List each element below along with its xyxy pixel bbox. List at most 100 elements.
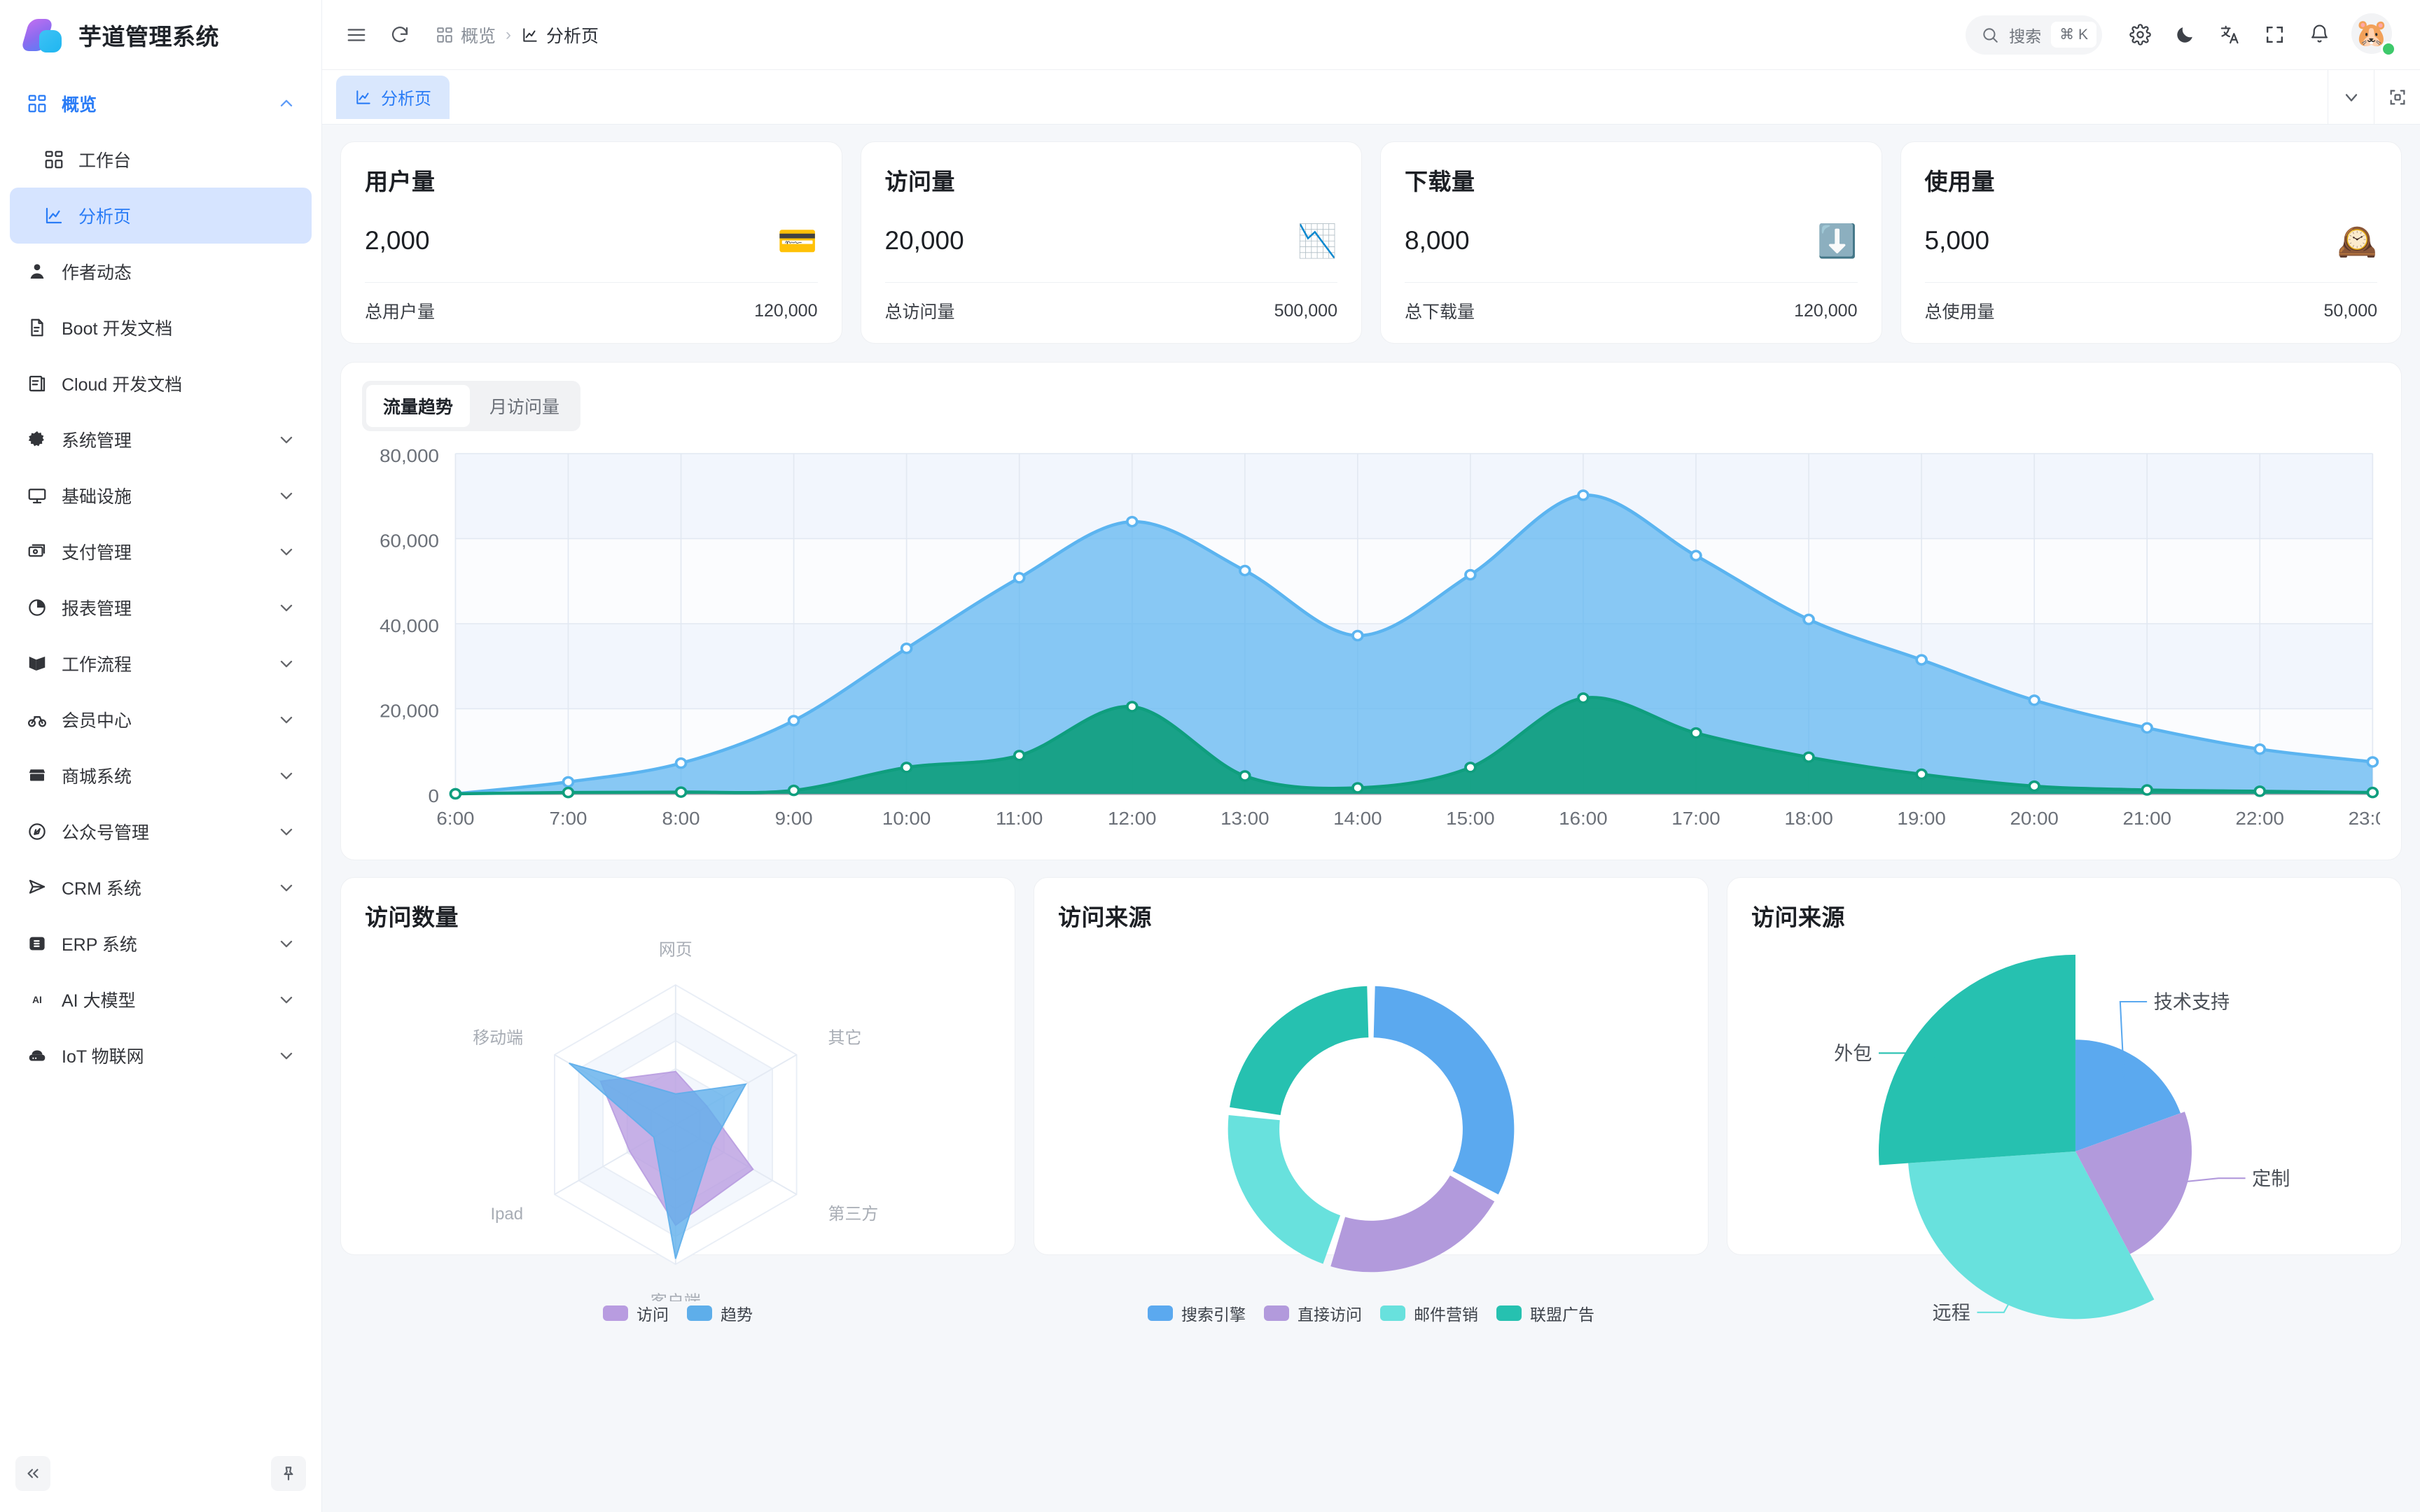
legend-item[interactable]: 趋势 xyxy=(687,1301,753,1325)
sidebar-item-6[interactable]: 系统管理 xyxy=(10,412,312,468)
svg-text:15:00: 15:00 xyxy=(1446,808,1494,829)
visit-source-donut-card: 访问来源 搜索引擎 直接访问 邮件营销 联盟广告 xyxy=(1034,877,1709,1324)
trend-tab-monthly[interactable]: 月访问量 xyxy=(489,398,560,417)
sidebar-item-1[interactable]: 工作台 xyxy=(10,132,312,188)
sidebar-item-11[interactable]: 会员中心 xyxy=(10,692,312,748)
expand-icon[interactable] xyxy=(2374,69,2420,125)
pie-slice-2[interactable] xyxy=(1908,1151,2155,1320)
traffic-trend-chart[interactable]: 0 20,000 40,000 60,000 80,000 6:00 7:00 8:00 9:0… xyxy=(362,444,2380,850)
legend-item[interactable]: 直接访问 xyxy=(1264,1301,1362,1325)
legend-item[interactable]: 联盟广告 xyxy=(1496,1301,1594,1325)
donut-slice-2[interactable] xyxy=(1228,1115,1341,1264)
donut-slice-3[interactable] xyxy=(1230,986,1369,1115)
svg-text:12:00: 12:00 xyxy=(1108,808,1156,829)
svg-text:移动端: 移动端 xyxy=(473,1028,523,1047)
breadcrumb-item-overview[interactable]: 概览 xyxy=(436,22,496,48)
gear-icon[interactable] xyxy=(2120,15,2160,55)
svg-text:网页: 网页 xyxy=(659,941,693,960)
sidebar-item-5[interactable]: Cloud 开发文档 xyxy=(10,356,312,412)
gear-icon xyxy=(25,428,49,451)
pie-slice-1[interactable] xyxy=(2075,1112,2192,1254)
pie-label: 定制 xyxy=(2252,1168,2290,1189)
chevron-up-icon[interactable] xyxy=(277,94,296,113)
breadcrumb-separator: › xyxy=(506,24,512,44)
moon-icon[interactable] xyxy=(2165,15,2204,55)
main-area: 概览 › 分析页 搜索 ⌘ K xyxy=(322,0,2420,1512)
sidebar-item-7[interactable]: 基础设施 xyxy=(10,468,312,524)
sidebar-item-15[interactable]: ERP 系统 xyxy=(10,916,312,972)
traffic-trend-card: 流量趋势 月访问量 0 20,000 40,000 60,000 80,000 6:00 7… xyxy=(340,362,2402,860)
chevron-down-icon[interactable] xyxy=(277,878,296,897)
stat-title: 访问量 xyxy=(884,169,955,195)
breadcrumb-item-analysis[interactable]: 分析页 xyxy=(521,22,599,48)
chevron-down-icon[interactable] xyxy=(277,1046,296,1065)
stat-value: 2,000 xyxy=(365,226,430,255)
sidebar-item-4[interactable]: Boot 开发文档 xyxy=(10,300,312,356)
chevron-down-icon[interactable] xyxy=(277,934,296,953)
pie-slice-3[interactable] xyxy=(1878,954,2075,1166)
divider xyxy=(1405,282,1858,283)
search-input[interactable]: 搜索 ⌘ K xyxy=(1966,15,2102,55)
brand[interactable]: 芋道管理系统 xyxy=(0,0,321,70)
sidebar-menu: 概览 工作台 分析页 作者动态 Boot 开发文档 Cloud 开发文档 系统管理 基础设施支… xyxy=(0,70,321,1435)
svg-text:40,000: 40,000 xyxy=(380,616,439,636)
tab-analysis[interactable]: 分析页 xyxy=(336,75,450,119)
donut-slice-0[interactable] xyxy=(1373,986,1515,1195)
hamburger-icon[interactable] xyxy=(340,19,373,51)
tab-label: 分析页 xyxy=(381,90,431,108)
chevron-down-icon[interactable] xyxy=(277,654,296,673)
pie-label: 远程 xyxy=(1933,1301,1970,1323)
chart-icon xyxy=(356,90,370,104)
sidebar-item-0[interactable]: 概览 xyxy=(10,76,312,132)
refresh-icon[interactable] xyxy=(384,19,416,51)
sidebar-item-2[interactable]: 分析页 xyxy=(10,188,312,244)
svg-text:AI: AI xyxy=(32,995,42,1005)
sidebar-item-12[interactable]: 商城系统 xyxy=(10,748,312,804)
chevron-down-icon[interactable] xyxy=(277,430,296,449)
avatar[interactable]: 🐹 xyxy=(2351,13,2396,57)
svg-text:8:00: 8:00 xyxy=(662,808,700,829)
svg-text:17:00: 17:00 xyxy=(1671,808,1720,829)
chevron-down-icon[interactable] xyxy=(277,542,296,561)
chevron-down-icon[interactable] xyxy=(277,990,296,1009)
sidebar-item-9[interactable]: 报表管理 xyxy=(10,580,312,636)
topbar-actions: 搜索 ⌘ K 🐹 xyxy=(1966,13,2396,57)
trend-tab-flow[interactable]: 流量趋势 xyxy=(366,385,471,427)
panel-title: 访问来源 xyxy=(1751,904,1845,930)
legend-item[interactable]: 邮件营销 xyxy=(1380,1301,1478,1325)
sidebar-item-8[interactable]: 支付管理 xyxy=(10,524,312,580)
donut-chart[interactable] xyxy=(1058,932,1684,1301)
sidebar-item-10[interactable]: 工作流程 xyxy=(10,636,312,692)
chevron-down-icon[interactable] xyxy=(277,822,296,841)
legend-item[interactable]: 搜索引擎 xyxy=(1148,1301,1246,1325)
collapse-sidebar-button[interactable] xyxy=(15,1456,50,1491)
sidebar-item-3[interactable]: 作者动态 xyxy=(10,244,312,300)
chevron-down-icon[interactable] xyxy=(277,598,296,617)
svg-text:23:00: 23:00 xyxy=(2349,808,2380,829)
donut-slice-1[interactable] xyxy=(1330,1175,1495,1273)
chevron-down-icon[interactable] xyxy=(2328,69,2374,125)
chevron-down-icon[interactable] xyxy=(277,710,296,729)
sidebar-item-13[interactable]: 公众号管理 xyxy=(10,804,312,860)
chevron-down-icon[interactable] xyxy=(277,486,296,505)
fullscreen-icon[interactable] xyxy=(2255,15,2294,55)
bell-icon[interactable] xyxy=(2300,15,2339,55)
pie-slice-0[interactable] xyxy=(2075,1040,2181,1152)
radar-chart[interactable]: 网页其它第三方客户端 Ipad 移动端 xyxy=(365,932,991,1301)
translate-icon[interactable] xyxy=(2210,15,2249,55)
credit-card-icon: 💳 xyxy=(777,223,818,259)
sidebar-item-14[interactable]: CRM 系统 xyxy=(10,860,312,916)
legend-swatch xyxy=(1496,1305,1522,1321)
legend-swatch xyxy=(1380,1305,1405,1321)
bottom-panels: 访问数量 网页其它第三方客户端 Ipad 移动端 访问 趋势 访问来源 搜索引擎 直接访… xyxy=(340,877,2402,1324)
chevron-down-icon[interactable] xyxy=(277,766,296,785)
search-icon xyxy=(1981,26,1999,44)
legend-item[interactable]: 访问 xyxy=(603,1301,669,1325)
pin-icon[interactable] xyxy=(271,1456,306,1491)
svg-text:80,000: 80,000 xyxy=(380,446,439,466)
sidebar-item-17[interactable]: IoT 物联网 xyxy=(10,1028,312,1084)
svg-text:0: 0 xyxy=(429,786,439,806)
stat-card-1: 访问量 20,000 📉 总访问量 500,000 xyxy=(860,141,1362,344)
rose-pie-chart[interactable]: 技术支持 定制 远程 外包 xyxy=(1751,932,2377,1335)
sidebar-item-16[interactable]: AI AI 大模型 xyxy=(10,972,312,1028)
